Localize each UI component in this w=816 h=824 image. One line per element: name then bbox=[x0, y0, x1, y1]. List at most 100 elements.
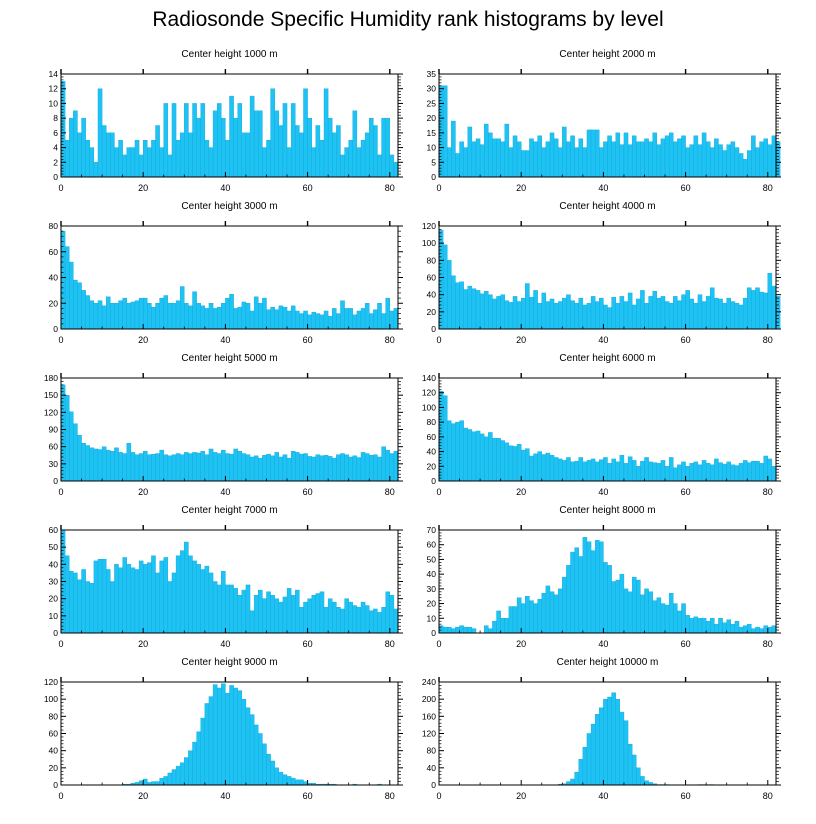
bar bbox=[516, 301, 522, 330]
bar bbox=[525, 448, 530, 482]
bar bbox=[311, 595, 317, 634]
bar bbox=[442, 85, 448, 178]
bar bbox=[151, 453, 156, 482]
bar bbox=[710, 147, 715, 178]
bar bbox=[545, 452, 551, 482]
y-tick-label: 40 bbox=[427, 569, 437, 579]
bar bbox=[496, 296, 501, 330]
bar bbox=[229, 685, 234, 786]
bar bbox=[208, 696, 214, 786]
bar bbox=[385, 449, 390, 482]
bar bbox=[623, 463, 629, 482]
bar bbox=[373, 125, 378, 178]
bar bbox=[623, 720, 629, 786]
bar bbox=[155, 781, 160, 786]
bar bbox=[89, 147, 95, 178]
bar bbox=[159, 777, 164, 786]
bar bbox=[673, 603, 678, 634]
bar bbox=[718, 462, 723, 482]
bar bbox=[508, 445, 514, 482]
bar bbox=[299, 132, 304, 178]
bar bbox=[525, 150, 530, 178]
x-tick-label: 20 bbox=[138, 487, 148, 497]
bar bbox=[582, 304, 588, 330]
bar bbox=[373, 309, 378, 330]
bar bbox=[303, 310, 308, 330]
bar bbox=[730, 141, 736, 178]
bar bbox=[722, 150, 727, 178]
bar bbox=[673, 296, 678, 330]
bar bbox=[570, 135, 575, 178]
y-tick-label: 4 bbox=[53, 143, 58, 153]
bar bbox=[266, 591, 271, 634]
bar bbox=[369, 313, 374, 330]
bar bbox=[348, 456, 353, 482]
bar bbox=[537, 303, 542, 330]
bar bbox=[578, 759, 584, 786]
bar bbox=[463, 147, 468, 178]
bar bbox=[603, 304, 608, 330]
bar bbox=[586, 129, 592, 178]
y-tick-label: 30 bbox=[427, 584, 437, 594]
x-tick-label: 60 bbox=[303, 639, 313, 649]
bar bbox=[693, 135, 699, 178]
bar bbox=[303, 453, 308, 482]
bar bbox=[693, 303, 699, 330]
bar bbox=[97, 449, 103, 482]
y-tick-label: 50 bbox=[49, 542, 59, 552]
bar bbox=[652, 462, 658, 482]
bar bbox=[611, 581, 616, 634]
bar bbox=[508, 606, 514, 634]
bar bbox=[315, 593, 321, 634]
bar bbox=[619, 455, 625, 482]
bar bbox=[747, 623, 752, 634]
bar bbox=[307, 314, 312, 330]
bar bbox=[101, 446, 107, 482]
bar bbox=[147, 303, 152, 330]
bar bbox=[89, 300, 95, 330]
bar bbox=[455, 153, 460, 178]
bar bbox=[553, 457, 559, 482]
y-tick-label: 5 bbox=[431, 157, 436, 167]
bar bbox=[442, 244, 448, 330]
bar bbox=[689, 144, 695, 178]
bar bbox=[286, 588, 292, 634]
bar bbox=[64, 140, 70, 178]
bar bbox=[767, 273, 773, 330]
bar bbox=[771, 625, 777, 634]
bar bbox=[755, 626, 760, 634]
x-tick-label: 80 bbox=[385, 183, 395, 193]
bar bbox=[660, 603, 666, 634]
bar bbox=[122, 453, 127, 482]
bar bbox=[389, 154, 395, 178]
bar bbox=[110, 303, 115, 330]
bar bbox=[660, 138, 666, 178]
bar bbox=[438, 85, 444, 178]
bar bbox=[188, 453, 193, 482]
bar bbox=[225, 692, 230, 786]
bar bbox=[237, 451, 243, 482]
bar bbox=[496, 138, 501, 178]
y-tick-label: 0 bbox=[431, 324, 436, 334]
y-tick-label: 0 bbox=[431, 780, 436, 790]
bar bbox=[323, 607, 329, 634]
bar bbox=[722, 622, 727, 634]
bar bbox=[155, 453, 160, 482]
y-tick-label: 160 bbox=[422, 711, 436, 721]
bar bbox=[340, 453, 345, 482]
bar bbox=[200, 569, 206, 634]
bar bbox=[545, 301, 551, 330]
bar bbox=[627, 144, 633, 178]
bar bbox=[258, 589, 263, 634]
bar bbox=[705, 463, 711, 482]
bar bbox=[175, 765, 181, 786]
bar bbox=[734, 465, 740, 482]
bar bbox=[730, 464, 736, 482]
bar bbox=[681, 135, 686, 178]
bar bbox=[484, 291, 489, 330]
bar bbox=[323, 88, 329, 178]
bar bbox=[594, 301, 600, 330]
bar bbox=[101, 125, 107, 178]
bar bbox=[640, 776, 645, 786]
bar bbox=[389, 595, 395, 634]
